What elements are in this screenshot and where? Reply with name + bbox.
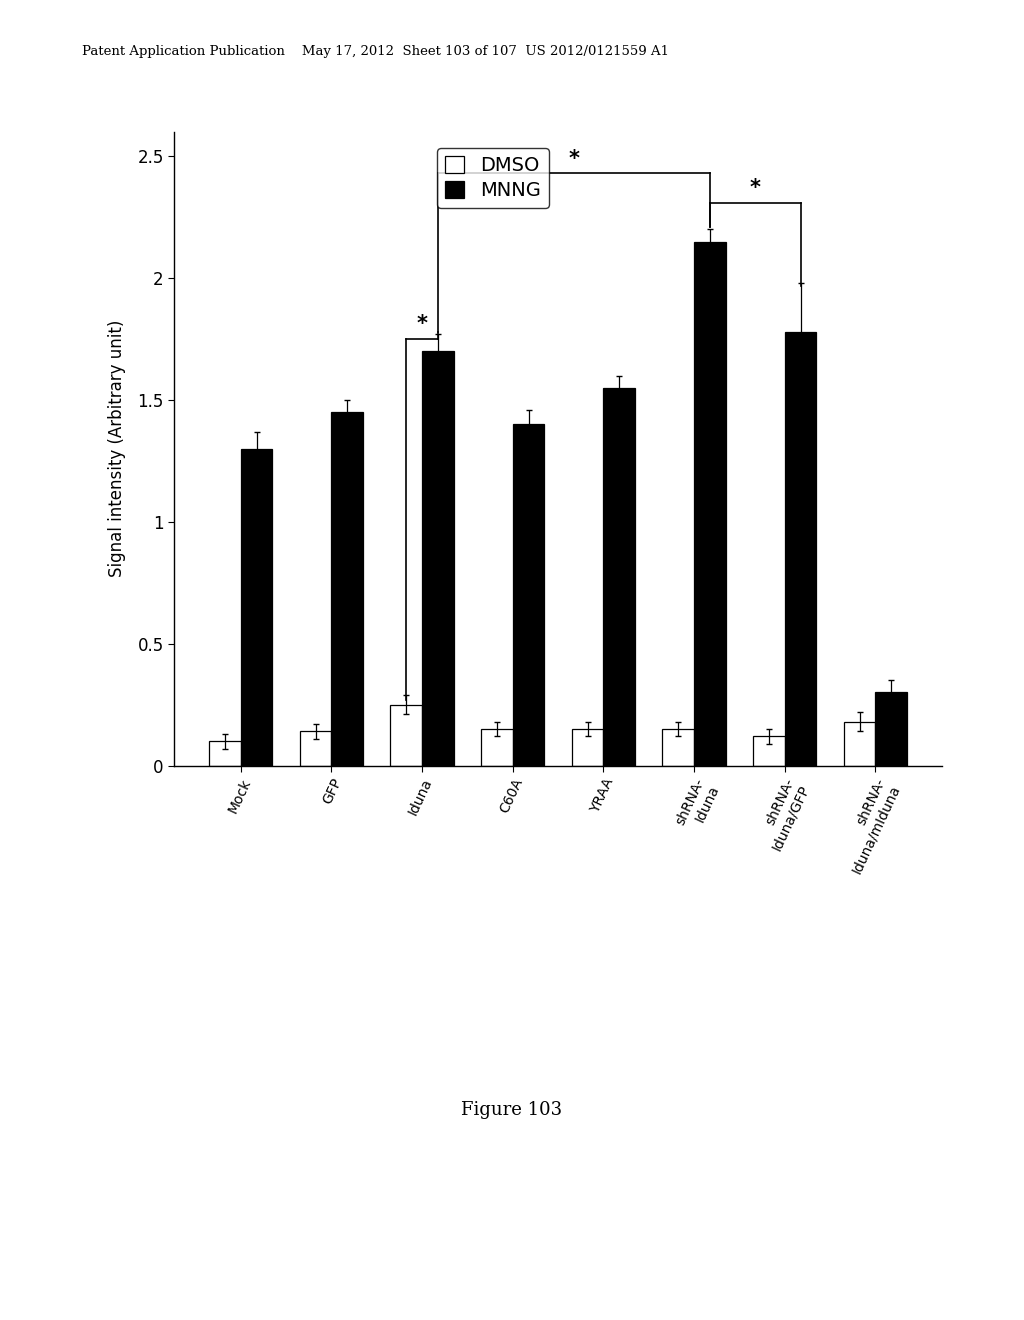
Bar	[481, 729, 513, 766]
Bar	[694, 242, 726, 766]
Text: Patent Application Publication    May 17, 2012  Sheet 103 of 107  US 2012/012155: Patent Application Publication May 17, 2…	[82, 45, 669, 58]
Text: Figure 103: Figure 103	[462, 1101, 562, 1119]
Bar	[844, 722, 876, 766]
Bar	[753, 737, 784, 766]
Bar	[422, 351, 454, 766]
Bar	[300, 731, 332, 766]
Bar	[603, 388, 635, 766]
Bar	[663, 729, 694, 766]
Bar	[390, 705, 422, 766]
Bar	[784, 331, 816, 766]
Legend: DMSO, MNNG: DMSO, MNNG	[437, 148, 549, 209]
Bar	[332, 412, 364, 766]
Text: *: *	[750, 178, 761, 198]
Bar	[876, 693, 907, 766]
Text: *: *	[417, 314, 428, 334]
Bar	[571, 729, 603, 766]
Bar	[241, 449, 272, 766]
Bar	[209, 742, 241, 766]
Bar	[513, 425, 545, 766]
Y-axis label: Signal intensity (Arbitrary unit): Signal intensity (Arbitrary unit)	[109, 321, 126, 577]
Text: *: *	[568, 149, 580, 169]
